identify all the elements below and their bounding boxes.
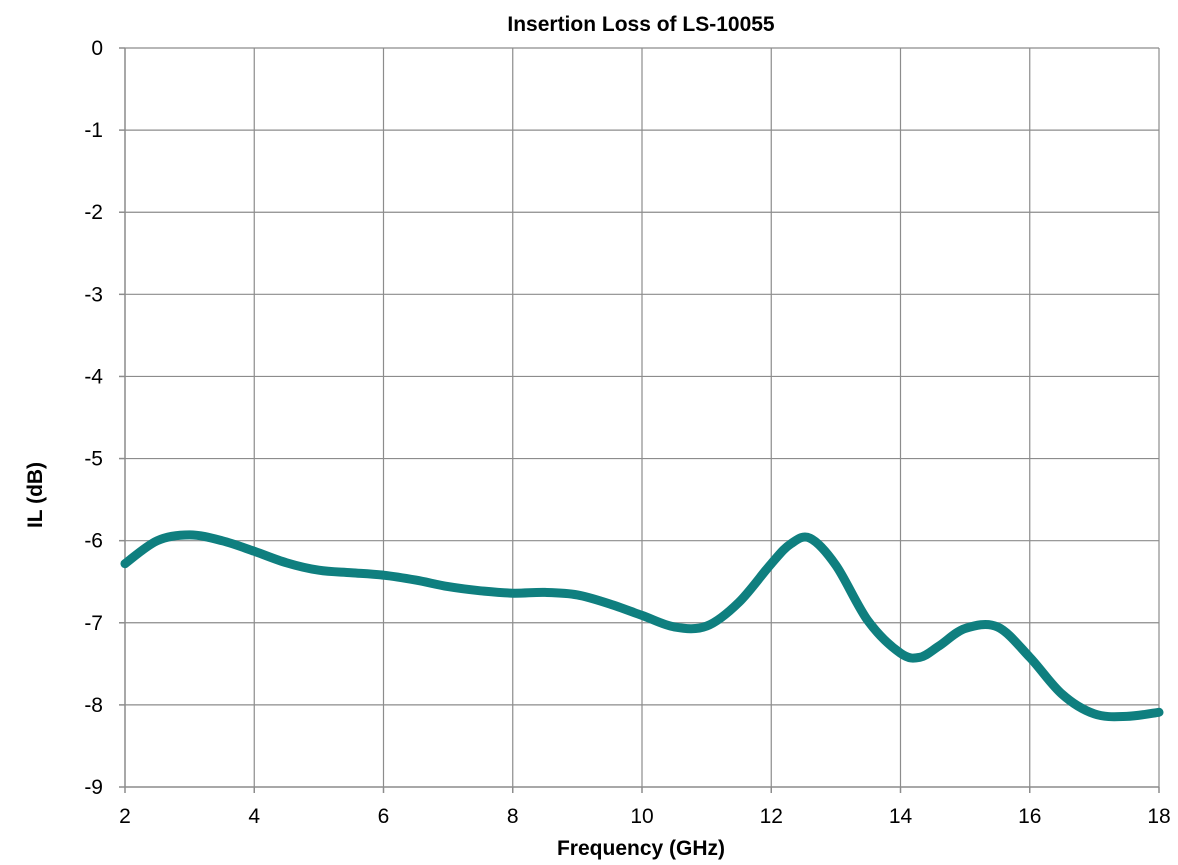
x-tick-label: 2 (119, 805, 131, 828)
tick-labels: 0 -1 -2 -3 -4 -5 -6 -7 -8 -9 2 4 6 8 10 12 14 16 18 (84, 37, 1170, 828)
x-tick-label: 12 (760, 805, 783, 828)
grid (125, 47, 1160, 787)
x-axis-title: Frequency (GHz) (557, 837, 725, 860)
y-tick-label: -4 (84, 365, 103, 388)
y-tick-label: -6 (84, 530, 103, 553)
y-tick-label: -1 (84, 119, 103, 142)
x-tick-label: 8 (507, 805, 519, 828)
series-line-insertion-loss (120, 530, 1164, 722)
y-tick-label: -2 (84, 201, 103, 224)
y-axis-title: IL (dB) (24, 462, 47, 528)
x-tick-label: 4 (248, 805, 260, 828)
axes (119, 47, 1160, 793)
x-tick-label: 14 (889, 805, 913, 828)
y-tick-label: -5 (84, 448, 103, 471)
x-tick-label: 6 (378, 805, 390, 828)
series-layer (120, 530, 1164, 722)
y-tick-label: -9 (84, 776, 103, 799)
y-tick-label: 0 (91, 37, 103, 60)
y-tick-label: -8 (84, 694, 103, 717)
chart-title: Insertion Loss of LS-10055 (507, 13, 775, 36)
y-tick-label: -3 (84, 283, 103, 306)
x-tick-label: 10 (630, 805, 653, 828)
x-tick-label: 16 (1018, 805, 1041, 828)
y-tick-label: -7 (84, 612, 103, 635)
x-tick-label: 18 (1147, 805, 1170, 828)
